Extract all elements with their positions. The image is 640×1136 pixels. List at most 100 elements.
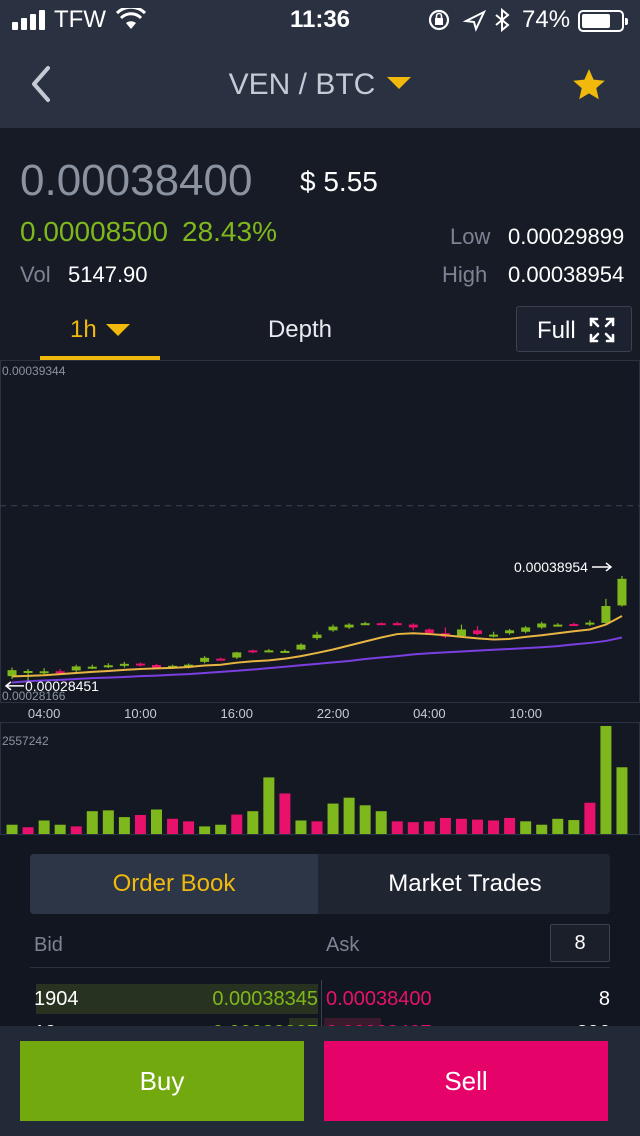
candle-up <box>71 666 81 671</box>
ma-long-line <box>11 636 623 684</box>
wifi-icon <box>116 8 146 29</box>
volume-bar <box>86 811 98 834</box>
candle-up <box>537 623 547 628</box>
battery-icon <box>578 10 628 32</box>
tab-depth[interactable]: Depth <box>267 316 333 343</box>
candle-up <box>312 634 322 639</box>
volume-bar <box>118 817 130 834</box>
price-change: 0.00008500 <box>20 216 168 247</box>
volume-bar <box>102 810 114 834</box>
volume-bar <box>472 819 484 834</box>
chart-canvas: 0.00039344 0.00028166 0.00038954 0.00028451… <box>0 360 640 835</box>
action-bar: Buy Sell <box>0 1026 640 1136</box>
star-icon[interactable] <box>570 66 608 104</box>
candle-down <box>376 623 386 626</box>
arrow-head <box>4 681 12 691</box>
candle-down <box>248 650 258 653</box>
candle-down <box>216 658 226 661</box>
tab-market-trades[interactable]: Market Trades <box>388 870 542 897</box>
volume-bar <box>6 824 18 834</box>
tab-order-book[interactable]: Order Book <box>30 854 318 914</box>
volume-bar <box>183 821 195 834</box>
system-icons <box>428 8 510 32</box>
y-axis-max-label: 0.00039344 <box>2 364 66 378</box>
pair-selector[interactable]: VEN / BTC <box>0 68 640 102</box>
candle-up <box>505 630 515 634</box>
bid-depth-bar <box>35 984 318 1014</box>
last-price: 0.00038400 <box>20 156 253 205</box>
volume-bar <box>359 805 371 834</box>
volume-bar <box>295 820 307 834</box>
candle-up <box>328 626 338 631</box>
ask-quantity: 8 <box>598 988 610 1010</box>
volume-bar <box>150 809 162 834</box>
expand-icon <box>589 317 615 343</box>
caret-down-icon <box>387 77 412 89</box>
low-label: Low <box>450 224 491 249</box>
buy-button[interactable]: Buy <box>20 1041 304 1121</box>
candle-up <box>344 624 354 628</box>
candle-up <box>23 670 33 673</box>
candle-down <box>151 664 161 669</box>
bid-column-label: Bid <box>34 934 63 956</box>
x-axis-tick-label: 22:00 <box>317 706 350 721</box>
candle-up <box>168 665 178 668</box>
candle-up <box>200 657 210 662</box>
x-axis-tick-label: 04:00 <box>28 706 61 721</box>
bid-quantity: 1904 <box>34 988 79 1010</box>
candle-down <box>392 623 402 626</box>
volume-bar <box>311 821 323 834</box>
volume-bar <box>231 814 243 834</box>
volume-value: 5147.90 <box>68 262 148 287</box>
candle-down <box>135 663 145 666</box>
high-label: High <box>442 262 488 287</box>
candle-down <box>424 629 434 634</box>
ma-short-line <box>11 615 623 678</box>
arrow-head <box>605 562 613 572</box>
status-bar: TFW 11:36 74% <box>0 0 640 42</box>
x-axis-tick-label: 04:00 <box>413 706 446 721</box>
x-axis-tick-label: 10:00 <box>509 706 542 721</box>
volume-bar <box>600 726 612 834</box>
volume-label: Vol <box>20 262 51 287</box>
volume-bar <box>54 824 66 834</box>
volume-bar <box>391 821 403 834</box>
volume-bar <box>439 817 451 834</box>
candle-up <box>601 606 611 623</box>
usd-price: $ 5.55 <box>300 166 378 197</box>
nav-bar: VEN / BTC <box>0 42 640 128</box>
candle-down <box>473 630 483 635</box>
location-icon <box>462 9 487 32</box>
candle-up <box>7 670 17 677</box>
orderbook-row[interactable]: 1904 0.00038345 0.00038400 8 <box>0 982 640 1016</box>
x-axis-tick-label: 16:00 <box>220 706 253 721</box>
candle-up <box>39 671 49 674</box>
volume-bar <box>423 821 435 834</box>
depth-select[interactable]: 8 <box>550 924 610 962</box>
candle-up <box>87 666 97 669</box>
ask-column-label: Ask <box>326 934 360 956</box>
ask-price: 0.00038400 <box>326 988 432 1010</box>
volume-bar <box>584 802 596 834</box>
chart-tabs: 1h Depth Full <box>0 300 640 360</box>
fullscreen-button[interactable]: Full <box>516 306 632 352</box>
price-chart[interactable]: 0.00039344 0.00028166 0.00038954 0.00028451… <box>0 360 640 836</box>
caret-down-icon <box>106 324 130 336</box>
candle-up <box>456 629 466 637</box>
back-button[interactable] <box>24 62 60 106</box>
low-value: 0.00029899 <box>508 224 625 249</box>
volume-bar <box>38 820 50 834</box>
high-value: 0.00038954 <box>508 262 625 287</box>
candle-up <box>232 652 242 658</box>
candle-up <box>489 634 499 637</box>
candle-up <box>103 665 113 668</box>
volume-bar <box>263 777 275 834</box>
volume-max-label: 2557242 <box>2 734 49 748</box>
volume-bar <box>215 824 227 834</box>
candle-down <box>55 671 65 674</box>
volume-bar <box>455 818 467 834</box>
sell-button[interactable]: Sell <box>324 1041 608 1121</box>
volume-bar <box>536 824 548 834</box>
tab-interval[interactable]: 1h <box>40 300 160 360</box>
candle-up <box>360 623 370 626</box>
